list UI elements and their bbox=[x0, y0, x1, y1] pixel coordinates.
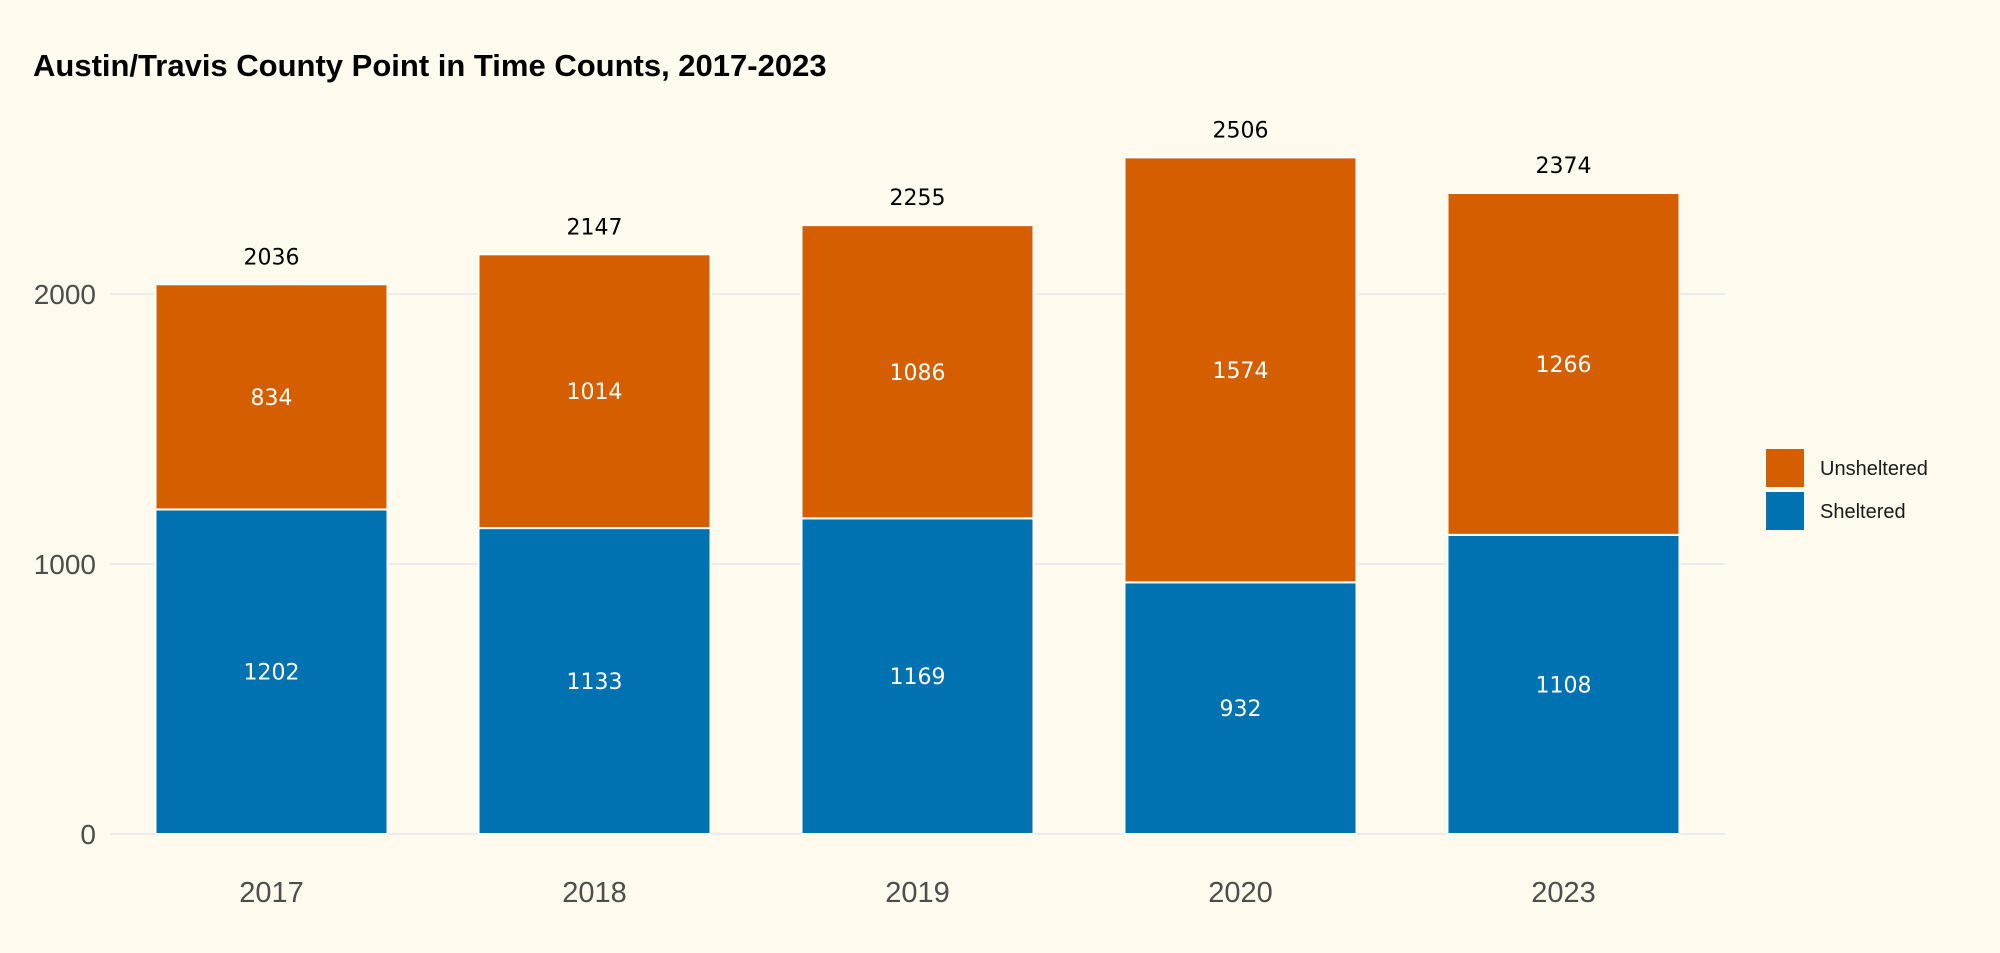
data-label-sheltered: 1202 bbox=[244, 661, 300, 686]
y-tick-label: 2000 bbox=[34, 279, 96, 310]
data-label-sheltered: 1169 bbox=[890, 665, 946, 690]
bar-sheltered bbox=[154, 508, 389, 835]
data-label-unsheltered: 1014 bbox=[567, 380, 623, 405]
legend-key-sheltered bbox=[1766, 492, 1804, 530]
labels-layer: 1202 834 2036 1133 1014 2147 1169 1086 2255 932 15… bbox=[244, 118, 1592, 722]
x-tick-label: 2020 bbox=[1208, 877, 1273, 909]
bar-sheltered bbox=[1123, 581, 1358, 835]
y-tick-label: 1000 bbox=[34, 549, 96, 580]
y-tick-label: 0 bbox=[80, 819, 96, 850]
legend-label-unsheltered: Unsheltered bbox=[1820, 458, 1928, 480]
bar-unsheltered bbox=[1446, 192, 1681, 536]
data-label-total: 2506 bbox=[1213, 118, 1269, 143]
x-tick-label: 2019 bbox=[885, 877, 950, 909]
data-label-sheltered: 1108 bbox=[1536, 673, 1592, 698]
data-label-total: 2255 bbox=[890, 186, 946, 211]
x-tick-label: 2017 bbox=[239, 877, 304, 909]
chart-title: Austin/Travis County Point in Time Count… bbox=[33, 48, 827, 83]
axis-layer: 0 1000 2000 2017 2018 2019 2020 2023 bbox=[34, 279, 1596, 909]
bar-unsheltered bbox=[477, 253, 712, 530]
legend: Unsheltered Sheltered bbox=[1766, 449, 1928, 530]
x-tick-label: 2023 bbox=[1531, 877, 1596, 909]
bars-layer bbox=[154, 156, 1681, 836]
data-label-unsheltered: 1086 bbox=[890, 361, 946, 386]
data-label-unsheltered: 834 bbox=[251, 386, 293, 411]
bar-sheltered bbox=[1446, 533, 1681, 836]
bar-sheltered bbox=[800, 517, 1035, 835]
data-label-total: 2036 bbox=[244, 245, 300, 270]
bar-sheltered bbox=[477, 527, 712, 836]
x-tick-label: 2018 bbox=[562, 877, 627, 909]
bar-unsheltered bbox=[1123, 156, 1358, 584]
data-label-sheltered: 932 bbox=[1220, 697, 1262, 722]
legend-key-unsheltered bbox=[1766, 449, 1804, 487]
data-label-unsheltered: 1266 bbox=[1536, 353, 1592, 378]
data-label-total: 2374 bbox=[1536, 154, 1592, 179]
data-label-sheltered: 1133 bbox=[567, 670, 623, 695]
bar-unsheltered bbox=[154, 283, 389, 511]
data-label-total: 2147 bbox=[567, 215, 623, 240]
bar-unsheltered bbox=[800, 224, 1035, 520]
data-label-unsheltered: 1574 bbox=[1213, 359, 1269, 384]
legend-label-sheltered: Sheltered bbox=[1820, 501, 1906, 523]
